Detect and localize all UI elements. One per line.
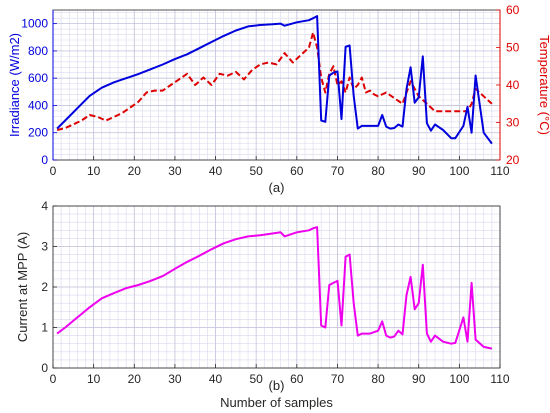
panel-b-xtick-label: 10 — [87, 372, 101, 386]
temperature-axis-label: Temperature (°C) — [537, 35, 550, 135]
panel-a-frame — [52, 9, 501, 161]
panel-b-xtick-label: 110 — [490, 372, 509, 386]
panel-a-xtick-label: 60 — [290, 164, 304, 178]
panel-a-xtick-label: 10 — [87, 164, 101, 178]
temperature-ytick-label: 60 — [506, 3, 520, 17]
panel-b-xtick-label: 50 — [250, 372, 264, 386]
panel-b-xtick-label: 20 — [128, 372, 142, 386]
panel-a-xtick-label: 80 — [371, 164, 385, 178]
temperature-ytick-label: 40 — [506, 78, 520, 92]
current-ytick-label: 1 — [41, 321, 48, 335]
temperature-ytick-label: 30 — [506, 116, 520, 130]
temperature-ytick-label: 20 — [506, 153, 520, 167]
panel-b-xtick-label: 100 — [449, 372, 469, 386]
current-ytick-label: 3 — [41, 240, 48, 254]
current-ytick-label: 2 — [41, 280, 48, 294]
temperature-line — [56, 31, 493, 131]
irradiance-axis-label: Irradiance (W/m2) — [7, 33, 22, 137]
panel-a-xtick-label: 30 — [168, 164, 182, 178]
panel-b-chart: 0 10 20 30 40 50 60 70 80 90 100 110 0 1 2 3 4 Current a… — [15, 199, 510, 410]
panel-a-caption: (a) — [269, 180, 285, 195]
current-ytick-label: 4 — [41, 199, 48, 213]
panel-b-ticks: 0 10 20 30 40 50 60 70 80 90 100 110 0 1 2 3 4 — [41, 199, 510, 386]
panel-b-xtick-label: 30 — [168, 372, 182, 386]
panel-a-chart: 0 10 20 30 40 50 60 70 80 90 100 110 0 200 400 600 800 10… — [7, 3, 550, 195]
current-ytick-label: 0 — [41, 361, 48, 375]
irradiance-ytick-label: 0 — [41, 153, 48, 167]
panel-a-xtick-label: 40 — [209, 164, 223, 178]
irradiance-ytick-label: 1000 — [21, 17, 48, 31]
panel-a-xtick-label: 20 — [128, 164, 142, 178]
panel-a-grid — [52, 10, 501, 161]
current-line — [56, 226, 493, 350]
panel-a-series — [56, 15, 493, 145]
irradiance-line — [56, 15, 493, 145]
panel-a-xtick-label: 50 — [250, 164, 264, 178]
irradiance-ytick-label: 600 — [28, 71, 48, 85]
panel-b-caption: (b) — [269, 378, 285, 393]
panel-a-xtick-label: 0 — [50, 164, 57, 178]
irradiance-ytick-label: 200 — [28, 126, 48, 140]
panel-b-grid — [52, 205, 501, 369]
irradiance-ytick-label: 400 — [28, 98, 48, 112]
panel-a-ticks: 0 10 20 30 40 50 60 70 80 90 100 110 0 200 400 600 800 10… — [21, 3, 519, 178]
panel-a-xtick-label: 70 — [331, 164, 345, 178]
panel-b-xtick-label: 70 — [331, 372, 345, 386]
panel-a-xtick-label: 90 — [412, 164, 426, 178]
current-axis-label: Current at MPP (A) — [15, 232, 30, 342]
panel-b-series — [56, 226, 493, 350]
temperature-ytick-label: 50 — [506, 41, 520, 55]
irradiance-ytick-label: 800 — [28, 44, 48, 58]
panel-b-xtick-label: 40 — [209, 372, 223, 386]
panel-a-xtick-label: 100 — [449, 164, 469, 178]
samples-axis-label: Number of samples — [220, 395, 333, 410]
panel-b-xtick-label: 0 — [50, 372, 57, 386]
panel-b-xtick-label: 80 — [371, 372, 385, 386]
panel-a-xtick-label: 110 — [490, 164, 509, 178]
panel-b-xtick-label: 60 — [290, 372, 304, 386]
panel-b-xtick-label: 90 — [412, 372, 426, 386]
